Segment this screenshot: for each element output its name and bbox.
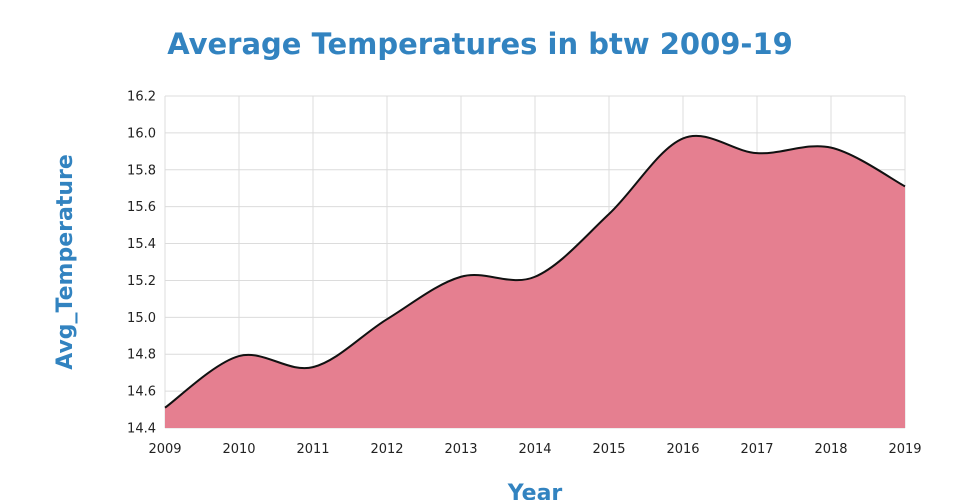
data-point-2012 <box>385 317 389 321</box>
chart-title: Average Temperatures in btw 2009-19 <box>167 27 793 61</box>
x-tick-label: 2017 <box>740 442 773 457</box>
y-tick-label: 14.6 <box>127 385 156 400</box>
y-tick-label: 16.2 <box>127 90 156 105</box>
data-point-2011 <box>311 365 315 369</box>
area-layer <box>163 134 907 429</box>
data-point-2017 <box>755 151 759 155</box>
y-axis-title: Avg_Temperature <box>53 154 78 370</box>
data-point-2015 <box>607 212 611 216</box>
y-tick-label: 15.2 <box>127 274 156 289</box>
data-point-2019 <box>903 184 907 188</box>
series-line <box>164 134 906 409</box>
area-fill <box>165 135 905 429</box>
x-tick-label: 2019 <box>888 442 921 457</box>
x-tick-label: 2018 <box>814 442 847 457</box>
x-tick-labels: 2009 2010 2011 2012 2013 2014 2015 2016 2017 2018… <box>148 442 921 457</box>
x-axis-title: Year <box>507 481 563 500</box>
x-tick-label: 2013 <box>444 442 477 457</box>
data-point-2009 <box>163 406 167 410</box>
data-point-2018 <box>829 146 833 150</box>
y-tick-label: 15.4 <box>127 237 156 252</box>
data-point-2013 <box>459 275 463 279</box>
y-tick-label: 15.8 <box>127 163 156 178</box>
y-tick-label: 14.8 <box>127 348 156 363</box>
x-tick-label: 2012 <box>370 442 403 457</box>
data-point-2014 <box>533 275 537 279</box>
x-tick-label: 2015 <box>592 442 625 457</box>
x-tick-label: 2016 <box>666 442 699 457</box>
y-tick-label: 15.6 <box>127 200 156 215</box>
data-point-2016 <box>681 136 685 140</box>
y-tick-label: 14.4 <box>127 422 156 437</box>
x-tick-label: 2011 <box>296 442 329 457</box>
x-tick-label: 2014 <box>518 442 551 457</box>
x-tick-label: 2010 <box>222 442 255 457</box>
x-tick-label: 2009 <box>148 442 181 457</box>
y-tick-label: 16.0 <box>127 126 156 141</box>
y-tick-labels: 14.4 14.6 14.8 15.0 15.2 15.4 15.6 15.8 16.0 16.2 <box>127 90 156 437</box>
data-point-2010 <box>237 354 241 358</box>
y-tick-label: 15.0 <box>127 311 156 326</box>
